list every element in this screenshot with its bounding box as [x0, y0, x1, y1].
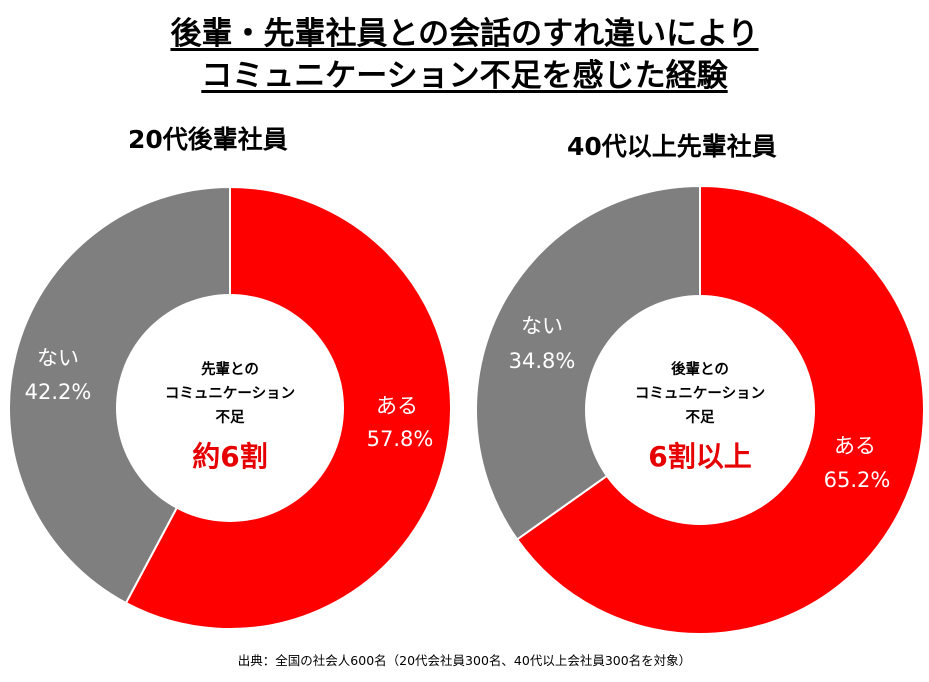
chart-title-line-1: 後輩・先輩社員との会話のすれ違いにより: [170, 16, 759, 52]
left-center-line-2: コミュニケーション: [165, 385, 295, 402]
right-center-line-3: 不足: [686, 409, 715, 426]
right-label-aru: ある: [834, 434, 876, 458]
left-center-highlight: 約6割: [192, 440, 267, 473]
right-center-highlight: 6割以上: [648, 440, 751, 473]
right-center-line-2: コミュニケーション: [635, 385, 765, 402]
left-label-aru: ある: [376, 394, 418, 418]
left-donut-hole: [116, 294, 344, 522]
right-donut: ある 65.2% ない 34.8% 後輩との コミュニケーション 不足 6割以上: [475, 184, 925, 635]
left-center-line-1: 先輩との: [201, 360, 259, 378]
right-center-line-1: 後輩との: [671, 360, 729, 378]
source-note: 出典：全国の社会人600名（20代会社員300名、40代以上会社員300名を対象…: [237, 653, 692, 668]
left-chart-subtitle: 20代後輩社員: [128, 125, 288, 154]
right-donut-hole: [585, 295, 815, 525]
right-value-aru: 65.2%: [824, 468, 891, 492]
right-slice-nai: [475, 184, 701, 541]
left-label-nai: ない: [37, 346, 79, 370]
chart-title-line-2: コミュニケーション不足を感じた経験: [201, 58, 728, 94]
left-value-nai: 42.2%: [25, 380, 92, 404]
left-donut: ある 57.8% ない 42.2% 先輩との コミュニケーション 不足 約6割: [8, 185, 452, 630]
right-chart-subtitle: 40代以上先輩社員: [567, 132, 777, 161]
left-center-line-3: 不足: [216, 409, 245, 426]
right-label-nai: ない: [521, 314, 563, 338]
right-value-nai: 34.8%: [509, 349, 576, 373]
left-value-aru: 57.8%: [367, 427, 434, 451]
